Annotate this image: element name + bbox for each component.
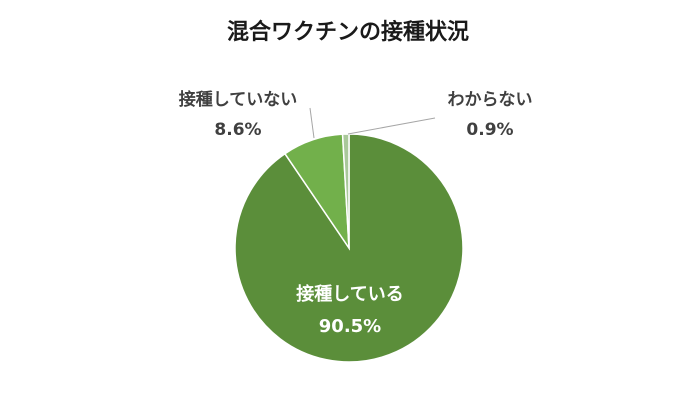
slice-label-value-1: 8.6%: [214, 120, 261, 140]
slice-label-name-0: 接種している: [296, 283, 403, 305]
leader-lines: [309, 107, 436, 139]
chart-title: 混合ワクチンの接種状況: [226, 20, 469, 45]
slice-label-name-2: わからない: [448, 90, 533, 110]
slice-label-value-2: 0.9%: [466, 120, 513, 140]
slice-label-value-0: 90.5%: [319, 316, 381, 337]
leader-line-2: [347, 117, 436, 135]
slice-label-name-1: 接種していない: [179, 89, 298, 110]
leader-line-1: [309, 107, 315, 139]
pie-slices: [234, 133, 464, 363]
